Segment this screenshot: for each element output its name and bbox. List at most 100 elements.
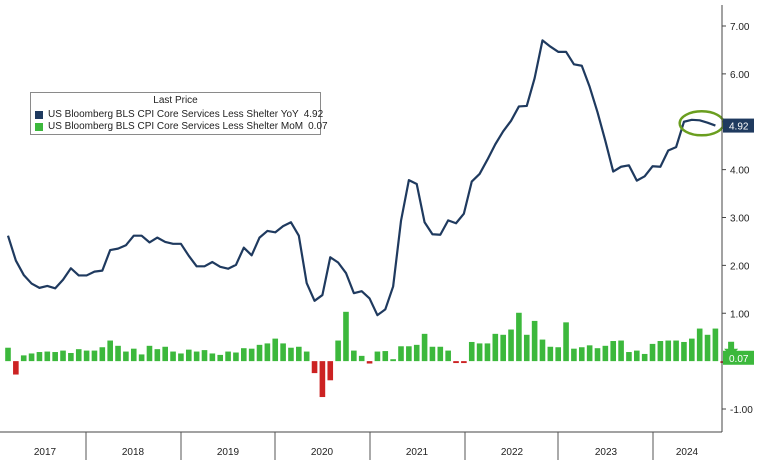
mom-bar [610, 341, 617, 362]
mom-bar [500, 334, 506, 362]
mom-bar [75, 349, 82, 362]
mom-bar [343, 311, 349, 362]
mom-bar [492, 333, 499, 362]
mom-bar [130, 348, 137, 362]
mom-bar [390, 359, 396, 362]
y-tick-label: 3.00 [730, 214, 750, 225]
mom-bar [657, 341, 664, 362]
mom-bar [555, 347, 561, 362]
mom-bar [335, 340, 341, 362]
mom-bar [138, 354, 145, 362]
last-value-label-1: 0.07 [729, 354, 749, 365]
mom-bar [602, 345, 609, 362]
x-tick-label-2019: 2019 [217, 447, 240, 458]
mom-bar [154, 349, 161, 362]
mom-bar [531, 320, 538, 362]
mom-bar [296, 346, 302, 362]
mom-bar [382, 351, 389, 362]
mom-bar [453, 361, 459, 364]
mom-bar [468, 341, 475, 362]
mom-bar [437, 346, 444, 362]
y-tick-label: 1.00 [730, 309, 750, 320]
mom-bar [523, 334, 530, 362]
mom-bar [162, 346, 168, 362]
y-tick-label: -1.00 [730, 405, 753, 416]
mom-bar [641, 353, 648, 362]
last-value-label-0: 4.92 [729, 122, 749, 133]
mom-bar [516, 312, 522, 362]
mom-bar [264, 343, 271, 362]
mom-bar [327, 361, 334, 381]
x-tick-label-2017: 2017 [34, 447, 57, 458]
mom-bar [563, 322, 569, 362]
mom-bar [68, 352, 74, 362]
legend-label-mom: US Bloomberg BLS CPI Core Services Less … [48, 121, 304, 132]
mom-bar [311, 361, 318, 374]
y-tick-label: 4.00 [730, 166, 750, 177]
mom-bar [634, 350, 640, 362]
mom-bar [429, 346, 436, 362]
mom-bar [272, 338, 279, 362]
mom-bar [83, 350, 90, 362]
mom-bar [594, 348, 601, 362]
x-tick-label-2024: 2024 [676, 447, 699, 458]
legend-item-mom: US Bloomberg BLS CPI Core Services Less … [35, 121, 328, 132]
yoy-line [6, 39, 716, 317]
mom-bar [508, 329, 514, 362]
mom-bar [626, 352, 632, 362]
legend-label-yoy: US Bloomberg BLS CPI Core Services Less … [48, 109, 299, 120]
mom-bar [241, 348, 247, 362]
mom-bar [233, 352, 239, 362]
last-value-tag-1 [723, 350, 754, 365]
mom-bar [712, 328, 719, 362]
mom-bar [484, 343, 491, 362]
mom-bar [280, 343, 286, 362]
mom-bar [303, 351, 310, 362]
y-tick-label: 6.00 [730, 70, 750, 81]
mom-bar [398, 346, 404, 362]
mom-bar [578, 347, 585, 362]
legend-value-mom: 0.07 [308, 121, 328, 132]
y-tick-label: 7.00 [730, 22, 750, 33]
mom-bar [351, 350, 357, 362]
x-tick-label-2023: 2023 [595, 447, 618, 458]
mom-bar [649, 343, 656, 362]
mom-bar [319, 361, 326, 398]
x-tick-label-2020: 2020 [311, 447, 334, 458]
mom-bar [696, 328, 703, 362]
mom-bar [586, 345, 593, 362]
mom-bar [571, 348, 577, 362]
mom-bar [5, 347, 11, 362]
mom-bar [13, 361, 19, 375]
mom-bar [52, 352, 58, 362]
mom-bar [704, 334, 711, 362]
mom-bar [445, 350, 451, 362]
mom-bar [358, 355, 365, 362]
chart-legend: Last Price US Bloomberg BLS CPI Core Ser… [30, 92, 328, 135]
mom-bar [547, 346, 554, 362]
mom-bar [217, 354, 224, 362]
mom-bar [225, 351, 231, 362]
mom-bar [673, 340, 679, 362]
mom-bar [248, 348, 255, 362]
y-tick-label: 2.00 [730, 261, 750, 272]
mom-bar [288, 347, 294, 362]
mom-bar [413, 344, 420, 362]
mom-bar [256, 344, 263, 362]
mom-bar [178, 353, 184, 362]
arrow-down-icon [724, 341, 739, 357]
x-tick-label-2021: 2021 [406, 447, 429, 458]
mom-bar [60, 350, 66, 362]
mom-bar [123, 351, 129, 362]
mom-bar [146, 345, 153, 362]
mom-bar [421, 333, 428, 362]
mom-bar [201, 350, 208, 362]
mom-bar [366, 361, 373, 364]
mom-bar [406, 346, 412, 362]
legend-swatch-yoy [35, 110, 43, 119]
last-value-tag-0 [723, 118, 754, 133]
mom-bar [476, 343, 483, 362]
mom-bar [689, 338, 695, 362]
mom-bar [618, 340, 624, 362]
